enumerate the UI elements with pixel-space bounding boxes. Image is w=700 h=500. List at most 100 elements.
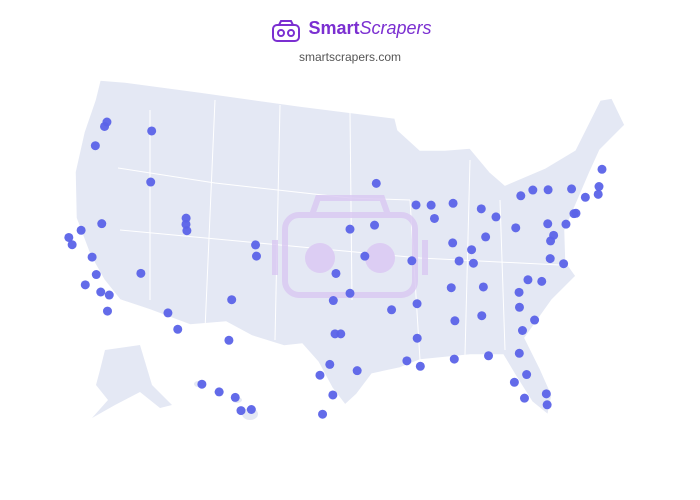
location-dot [352, 366, 362, 376]
location-dot [478, 282, 488, 292]
logo-icon [272, 20, 300, 42]
location-dot [477, 311, 487, 321]
location-dot [328, 296, 338, 306]
location-dot [371, 178, 381, 188]
location-dot [484, 351, 494, 361]
location-dot [545, 254, 555, 264]
location-dot [402, 356, 412, 366]
location-dot [387, 305, 397, 315]
location-dot [426, 200, 436, 210]
location-dot [543, 185, 553, 195]
location-dot [429, 213, 439, 223]
location-dot [467, 245, 477, 255]
location-dot [67, 240, 77, 250]
location-dot [530, 315, 540, 325]
location-dot [449, 354, 459, 364]
location-dot [542, 400, 552, 410]
location-dot [197, 379, 207, 389]
location-dot [559, 259, 569, 269]
location-dot [251, 240, 261, 250]
location-dot [511, 223, 521, 233]
location-dot [345, 224, 355, 234]
location-dot [412, 333, 422, 343]
location-dot [448, 198, 458, 208]
location-dot [360, 251, 370, 261]
location-dot [136, 268, 146, 278]
location-dot [567, 184, 577, 194]
location-dot [561, 219, 571, 229]
alaska [92, 345, 172, 418]
location-dot [224, 335, 234, 345]
location-dot [523, 275, 533, 285]
location-dot [76, 225, 86, 235]
location-dot [96, 287, 106, 297]
location-dot [597, 164, 607, 174]
location-dot [446, 283, 456, 293]
location-dot [90, 141, 100, 151]
location-dot [514, 348, 524, 358]
location-dot [517, 326, 527, 336]
location-dot [147, 126, 157, 136]
location-dot [593, 189, 603, 199]
location-dot [331, 268, 341, 278]
location-dot [104, 290, 114, 300]
location-dot [163, 308, 173, 318]
location-dot [415, 361, 425, 371]
location-dot [97, 219, 107, 229]
location-dot [102, 306, 112, 316]
location-dot [412, 299, 422, 309]
location-dot [182, 226, 192, 236]
location-dot [528, 185, 538, 195]
location-dot [87, 252, 97, 262]
location-dot [468, 258, 478, 268]
location-dot [173, 324, 183, 334]
location-dot [594, 182, 604, 192]
location-dot [522, 370, 532, 380]
location-dot [481, 232, 491, 242]
location-dot [454, 256, 464, 266]
brand-url: smartscrapers.com [298, 50, 402, 64]
location-dot [325, 359, 335, 369]
location-dot [330, 329, 340, 339]
location-dot [345, 288, 355, 298]
location-dot [543, 219, 553, 229]
location-dot [580, 192, 590, 202]
location-dot [214, 387, 224, 397]
brand: SmartScrapers [0, 18, 700, 39]
location-dot [100, 121, 110, 131]
location-dot [516, 191, 526, 201]
location-dot [450, 316, 460, 326]
location-dot [514, 302, 524, 312]
location-dot [318, 409, 328, 419]
location-dot [541, 389, 551, 399]
location-dot [569, 209, 579, 219]
watermark-eye [305, 243, 335, 273]
location-dot [227, 295, 237, 305]
location-dot [251, 251, 261, 261]
location-dot [64, 232, 74, 242]
location-dot [236, 406, 246, 416]
watermark-eye [365, 243, 395, 273]
location-dot [146, 177, 156, 187]
location-dot [537, 276, 547, 286]
location-dot [519, 393, 529, 403]
location-dot [411, 200, 421, 210]
location-dot [370, 220, 380, 230]
location-dot [230, 392, 240, 402]
location-dot [476, 204, 486, 214]
location-dot [448, 238, 458, 248]
brand-b: Scrapers [359, 18, 432, 38]
location-dot [80, 280, 90, 290]
location-dot [91, 270, 101, 280]
location-dot [246, 405, 256, 414]
location-dot [514, 287, 524, 297]
brand-a: Smart [308, 18, 360, 38]
location-dot [407, 256, 417, 266]
location-dot [491, 212, 501, 222]
location-dot [328, 390, 338, 400]
location-dot [509, 377, 519, 387]
location-dot [549, 230, 559, 240]
location-dot [181, 213, 191, 223]
